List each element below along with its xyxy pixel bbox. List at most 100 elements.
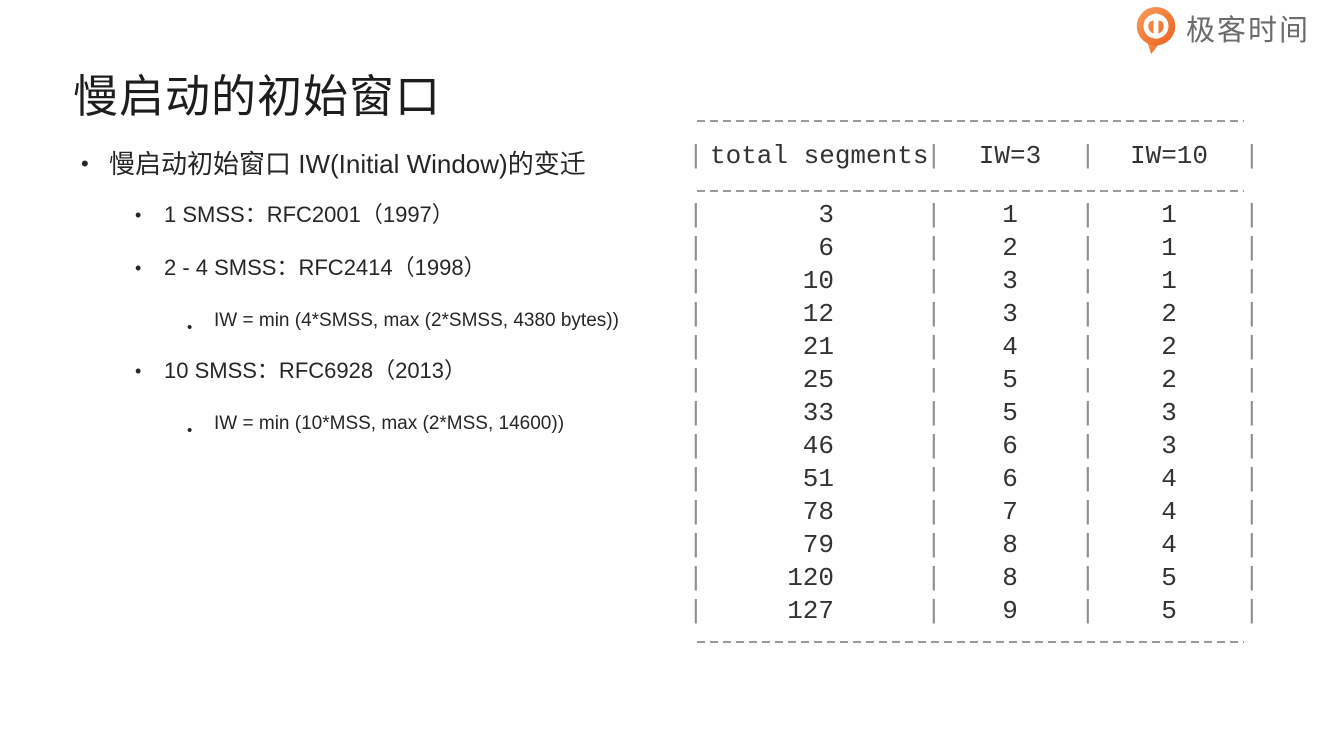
logo-text: 极客时间	[1186, 15, 1311, 47]
cell-total-segments: 3	[818, 199, 834, 230]
cell-iw10: 1	[1161, 199, 1177, 230]
table-bottom-rule	[697, 641, 1244, 643]
table-header: | total segments | IW=3 | IW=10 |	[688, 122, 1260, 190]
cell-iw3: 3	[1002, 265, 1018, 296]
bullet-item-text: 2 - 4 SMSS：RFC2414（1998）	[164, 255, 486, 280]
bullet-list: • 慢启动初始窗口 IW(Initial Window)的变迁 • 1 SMSS…	[75, 138, 640, 461]
pipe-separator: |	[1244, 141, 1260, 171]
bullet-icon: •	[135, 205, 142, 225]
iw-segments-table: | total segments | IW=3 | IW=10 | | 3 | …	[688, 120, 1260, 643]
cell-iw3: 5	[1002, 364, 1018, 395]
bullet-icon: •	[187, 319, 193, 336]
bullet-item-rfc2414: • 2 - 4 SMSS：RFC2414（1998）	[133, 255, 640, 281]
cell-iw10: 1	[1161, 232, 1177, 263]
table-row: | 127 | 9 | 5 |	[688, 594, 1260, 627]
cell-total-segments: 79	[802, 529, 834, 560]
pipe-separator: |	[688, 595, 704, 626]
bullet-subitem-text: IW = min (4*SMSS, max (2*SMSS, 4380 byte…	[214, 310, 619, 331]
pipe-separator: |	[688, 463, 704, 494]
geektime-pin-icon	[1136, 6, 1176, 55]
pipe-separator: |	[1244, 529, 1260, 560]
pipe-separator: |	[688, 529, 704, 560]
cell-iw10: 4	[1161, 463, 1177, 494]
table-row: | 3 | 1 | 1 |	[688, 198, 1260, 231]
table-header-row: | total segments | IW=3 | IW=10 |	[688, 122, 1260, 190]
pipe-separator: |	[1080, 331, 1096, 362]
pipe-separator: |	[926, 199, 942, 230]
table-row: | 120 | 8 | 5 |	[688, 561, 1260, 594]
pipe-separator: |	[1080, 298, 1096, 329]
table-top-rule	[697, 120, 1244, 122]
table-body: | 3 | 1 | 1 | | 6 | 2 | 1 | | 10 | 3 | 1…	[688, 192, 1260, 641]
pipe-separator: |	[1080, 430, 1096, 461]
pipe-separator: |	[1080, 265, 1096, 296]
bullet-icon: •	[135, 361, 142, 381]
pipe-separator: |	[1244, 199, 1260, 230]
pipe-separator: |	[688, 199, 704, 230]
pipe-separator: |	[1080, 562, 1096, 593]
table-row: | 33 | 5 | 3 |	[688, 396, 1260, 429]
bullet-subitem-text: IW = min (10*MSS, max (2*MSS, 14600))	[214, 413, 565, 434]
pipe-separator: |	[688, 562, 704, 593]
pipe-separator: |	[1244, 595, 1260, 626]
pipe-separator: |	[688, 496, 704, 527]
cell-iw3: 6	[1002, 430, 1018, 461]
cell-iw10: 3	[1161, 397, 1177, 428]
pipe-separator: |	[688, 232, 704, 263]
cell-total-segments: 127	[787, 595, 834, 626]
cell-iw10: 5	[1161, 595, 1177, 626]
cell-iw10: 2	[1161, 331, 1177, 362]
pipe-separator: |	[1244, 397, 1260, 428]
table-row: | 46 | 6 | 3 |	[688, 429, 1260, 462]
pipe-separator: |	[926, 232, 942, 263]
bullet-subitem-iw-formula-2013: • IW = min (10*MSS, max (2*MSS, 14600))	[185, 412, 640, 450]
pipe-separator: |	[926, 595, 942, 626]
bullet-subitem-iw-formula-1998: • IW = min (4*SMSS, max (2*SMSS, 4380 by…	[185, 309, 640, 347]
cell-total-segments: 21	[802, 331, 834, 362]
cell-iw3: 7	[1002, 496, 1018, 527]
cell-total-segments: 10	[802, 265, 834, 296]
cell-total-segments: 25	[802, 364, 834, 395]
pipe-separator: |	[1244, 364, 1260, 395]
cell-iw3: 9	[1002, 595, 1018, 626]
cell-total-segments: 51	[802, 463, 834, 494]
bullet-item-rfc6928: • 10 SMSS：RFC6928（2013）	[133, 358, 640, 384]
cell-total-segments: 78	[802, 496, 834, 527]
bullet-item-rfc2001: • 1 SMSS：RFC2001（1997）	[133, 202, 640, 228]
pipe-separator: |	[1080, 463, 1096, 494]
pipe-separator: |	[926, 141, 942, 171]
pipe-separator: |	[926, 529, 942, 560]
column-header-iw3: IW=3	[978, 141, 1042, 171]
pipe-separator: |	[926, 463, 942, 494]
bullet-sublist: • 1 SMSS：RFC2001（1997） • 2 - 4 SMSS：RFC2…	[133, 202, 640, 450]
table-row: | 51 | 6 | 4 |	[688, 462, 1260, 495]
pipe-separator: |	[1080, 529, 1096, 560]
pipe-separator: |	[1244, 232, 1260, 263]
table-row: | 21 | 4 | 2 |	[688, 330, 1260, 363]
bullet-icon: •	[187, 422, 193, 439]
cell-iw3: 3	[1002, 298, 1018, 329]
pipe-separator: |	[1080, 397, 1096, 428]
cell-iw10: 4	[1161, 529, 1177, 560]
cell-total-segments: 120	[787, 562, 834, 593]
pipe-separator: |	[926, 298, 942, 329]
table-header-rule	[697, 190, 1244, 192]
pipe-separator: |	[1244, 562, 1260, 593]
pipe-separator: |	[926, 331, 942, 362]
pipe-separator: |	[688, 364, 704, 395]
pipe-separator: |	[1244, 463, 1260, 494]
table-row: | 10 | 3 | 1 |	[688, 264, 1260, 297]
pipe-separator: |	[926, 265, 942, 296]
cell-iw3: 8	[1002, 562, 1018, 593]
bullet-icon: •	[81, 151, 89, 176]
pipe-separator: |	[1080, 364, 1096, 395]
cell-iw3: 8	[1002, 529, 1018, 560]
cell-iw3: 6	[1002, 463, 1018, 494]
pipe-separator: |	[688, 298, 704, 329]
table-row: | 6 | 2 | 1 |	[688, 231, 1260, 264]
table-row: | 12 | 3 | 2 |	[688, 297, 1260, 330]
page-title: 慢启动的初始窗口	[73, 71, 442, 123]
pipe-separator: |	[1080, 595, 1096, 626]
pipe-separator: |	[1080, 496, 1096, 527]
